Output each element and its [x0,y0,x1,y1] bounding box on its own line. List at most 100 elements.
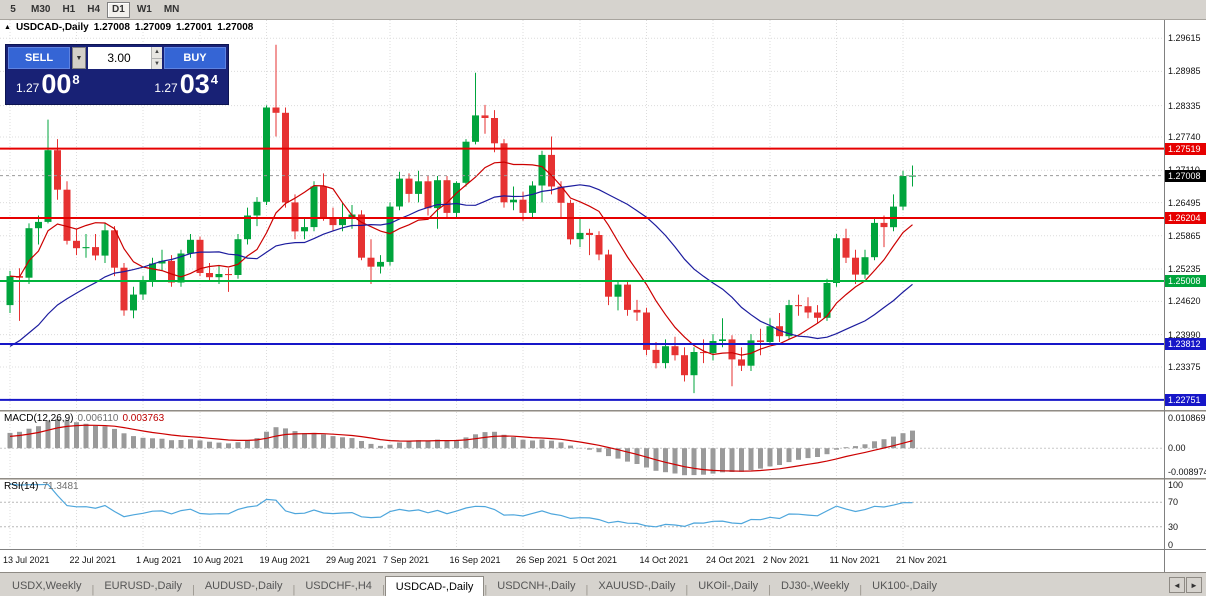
price-line-badge: 1.27519 [1165,142,1206,155]
date-axis-label: 11 Nov 2021 [829,555,880,565]
buy-button[interactable]: BUY [164,47,226,69]
buy-price-main: 1.27 [154,81,178,95]
chart-symbol-label: USDCAD-,Daily [15,22,89,33]
tab-divider: | [585,584,589,596]
timeframe-button-mn[interactable]: MN [163,4,180,15]
ohlc-high: 1.27009 [134,22,172,33]
chart-tab-audusd-daily[interactable]: AUDUSD-,Daily [204,580,283,592]
date-axis-label: 16 Sep 2021 [449,555,501,565]
price-axis-label: 1.25865 [1168,230,1201,241]
lot-size-input[interactable] [88,47,162,69]
timeframe-button-d1[interactable]: D1 [107,1,130,18]
rsi-axis-label: 100 [1168,480,1184,490]
chart-header: ▲ USDCAD-,Daily 1.27008 1.27009 1.27001 … [4,22,253,33]
rsi-name: RSI(14) [4,481,39,492]
date-axis-label: 21 Nov 2021 [896,555,948,565]
macd-signal-value: 0.003763 [122,413,165,424]
buy-price[interactable]: 1.27 03 4 [154,70,218,98]
chart-tab-usdx-weekly[interactable]: USDX,Weekly [12,580,82,592]
price-axis-label: 1.27740 [1168,132,1201,142]
tab-divider: | [484,584,488,596]
price-line-badge: 1.25008 [1165,274,1206,287]
pane-separator[interactable] [0,478,1206,480]
macd-chart [0,412,1164,478]
macd-axis-label: 0.00 [1168,443,1186,454]
rsi-value: 71.3481 [42,481,79,492]
chart-tab-dj30-weekly[interactable]: DJ30-,Weekly [781,580,850,592]
axis-separator [1164,20,1165,572]
price-axis-label: 1.28985 [1168,66,1201,77]
chart-area: ▲ USDCAD-,Daily 1.27008 1.27009 1.27001 … [0,20,1206,572]
tab-divider: | [292,584,296,596]
date-axis: 13 Jul 2021 22 Jul 2021 1 Aug 2021 10 Aug 2… [0,549,1206,572]
lot-size-field: ▲ ▼ [88,47,162,69]
tab-scroll-controls: ◄ ► [1169,577,1202,596]
rsi-chart [0,480,1164,549]
price-line-badge: 1.23812 [1165,338,1206,351]
chart-tab-uk100-daily[interactable]: UK100-,Daily [872,580,937,592]
date-axis-label: 29 Aug 2021 [326,555,377,565]
buy-price-big: 03 [179,69,210,99]
chart-tabs-bar: USDX,Weekly | EURUSD-,Daily | AUDUSD-,Daily |… [0,572,1206,596]
price-pane[interactable]: ▲ USDCAD-,Daily 1.27008 1.27009 1.27001 … [0,20,1206,410]
date-axis-label: 19 Aug 2021 [259,555,311,565]
date-axis-label: 10 Aug 2021 [193,555,244,565]
price-axis-label: 1.29615 [1168,33,1201,44]
macd-value: 0.006110 [77,413,119,424]
timeframe-button-h1[interactable]: H1 [62,4,76,15]
price-axis-column: 1.296151.289851.283351.277401.271101.264… [1164,20,1206,572]
lot-spinners: ▲ ▼ [151,47,162,69]
ohlc-low: 1.27001 [176,22,213,33]
rsi-axis-label: 0 [1168,540,1174,550]
chart-tab-ukoil-daily[interactable]: UKOil-,Daily [698,580,759,592]
lot-dropdown-button[interactable]: ▼ [72,47,86,69]
timeframe-button-w1[interactable]: W1 [136,4,152,15]
sell-price-big: 00 [41,69,72,99]
lot-increase-button[interactable]: ▲ [152,47,162,59]
lot-decrease-button[interactable]: ▼ [152,58,162,69]
tabs-scroll-right-button[interactable]: ► [1186,577,1202,593]
sell-price-main: 1.27 [16,81,40,95]
date-axis-label: 5 Oct 2021 [573,555,618,565]
sell-button[interactable]: SELL [8,47,70,69]
tabs-scroll-left-button[interactable]: ◄ [1169,577,1185,593]
rsi-axis-label: 70 [1168,497,1179,508]
price-line-badge: 1.22751 [1165,393,1206,406]
sell-price-pip: 8 [72,72,80,87]
price-line-badge: 1.26204 [1165,211,1206,224]
price-line-badge: 1.27008 [1165,169,1206,182]
timeframe-button-m30[interactable]: M30 [31,4,51,15]
chart-tab-xauusd-daily[interactable]: XAUUSD-,Daily [598,580,676,592]
date-axis-label: 2 Nov 2021 [763,555,810,565]
macd-pane[interactable]: MACD(12,26,9) 0.006110 0.003763 [0,412,1206,478]
chart-tab-usdcnh-daily[interactable]: USDCNH-,Daily [497,580,576,592]
chart-tab-eurusd-daily[interactable]: EURUSD-,Daily [104,580,182,592]
macd-axis-label: -0.008974 [1168,467,1206,477]
macd-axis-label: 0.010869 [1168,413,1206,423]
date-axis-label: 7 Sep 2021 [383,555,430,565]
candlestick-chart [0,20,1164,410]
tab-divider: | [768,584,772,596]
date-axis-label: 1 Aug 2021 [136,555,182,565]
rsi-pane[interactable]: RSI(14) 71.3481 [0,480,1206,549]
price-axis-label: 1.25235 [1168,264,1201,275]
timeframe-toolbar: 5 M30 H1 H4 D1 W1 MN [0,0,1206,20]
chart-tab-usdcad-daily[interactable]: USDCAD-,Daily [384,576,485,596]
pane-separator[interactable] [0,410,1206,412]
tab-divider: | [191,584,195,596]
timeframe-button-5[interactable]: 5 [10,4,16,15]
tab-divider: | [91,584,95,596]
tab-divider: | [859,584,863,596]
tab-divider: | [381,584,385,596]
price-axis-label: 1.26495 [1168,197,1201,208]
date-axis-label: 26 Sep 2021 [516,555,568,565]
sell-price[interactable]: 1.27 00 8 [16,70,80,98]
collapse-triangle-icon[interactable]: ▲ [4,24,11,31]
macd-name: MACD(12,26,9) [4,413,74,424]
price-axis-label: 1.23990 [1168,329,1201,340]
date-axis-label: 13 Jul 2021 [3,555,50,565]
timeframe-button-h4[interactable]: H4 [87,4,101,15]
chart-tab-usdchf-h4[interactable]: USDCHF-,H4 [305,580,372,592]
date-axis-label: 24 Oct 2021 [706,555,756,565]
